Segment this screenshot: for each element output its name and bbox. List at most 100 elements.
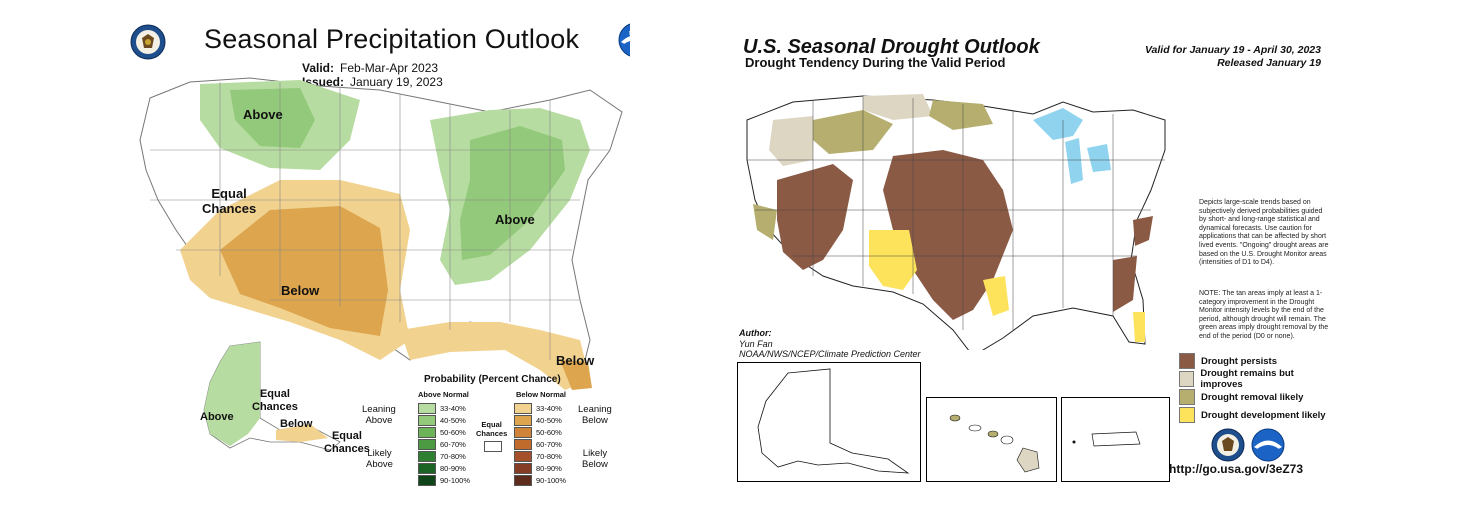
above-bin-4: 70-80%: [418, 450, 470, 462]
author-org: NOAA/NWS/NCEP/Climate Prediction Center: [739, 349, 921, 359]
drought-legend-item-3: Drought development likely: [1179, 406, 1333, 424]
below-florida-core: [560, 360, 592, 390]
below-label-0: 33-40%: [536, 403, 562, 413]
above-bin-2: 50-60%: [418, 426, 470, 438]
drought-legend-item-1: Drought remains but improves: [1179, 368, 1333, 390]
likely-below-l1: Likely: [582, 448, 608, 459]
drought-valid-block: Valid for January 19 - April 30, 2023 Re…: [1145, 44, 1321, 70]
legend-equal-swatch: [483, 441, 502, 452]
persists-west: [777, 164, 853, 270]
removal-north: [929, 100, 993, 130]
precip-alaska-map: [203, 341, 341, 451]
drought-hawaii-inset: [926, 397, 1057, 482]
improves-north: [863, 94, 933, 120]
great-lakes-huron: [1087, 144, 1111, 172]
legend-likely-above: Likely Above: [366, 448, 393, 470]
above-swatch-2: [418, 426, 436, 438]
below-gulf-region: [400, 322, 590, 390]
label-equal-chances-west: Equal Chances: [202, 186, 256, 216]
above-bin-0: 33-40%: [418, 402, 470, 414]
above-label-3: 60-70%: [440, 439, 466, 449]
hawaii-map-shape: [949, 414, 1040, 473]
above-label-4: 70-80%: [440, 451, 466, 461]
likely-above-l2: Above: [366, 459, 393, 470]
svg-text:NOAA: NOAA: [629, 31, 630, 37]
below-label-4: 70-80%: [536, 451, 562, 461]
label-below-sw: Below: [281, 283, 320, 298]
development-fl: [1133, 312, 1145, 342]
drought-legend-swatch-1: [1179, 371, 1195, 387]
noaa-logo-icon: [1251, 428, 1285, 462]
drought-legend-label-2: Drought removal likely: [1201, 391, 1304, 403]
below-swatch-5: [514, 462, 532, 474]
dept-commerce-seal-icon: [130, 24, 166, 60]
drought-legend-item-2: Drought removal likely: [1179, 388, 1333, 406]
removal-ca: [753, 204, 777, 240]
below-swatch-4: [514, 450, 532, 462]
label-below-florida: Below: [556, 353, 595, 368]
label-equal-ak: Equal Chances: [252, 388, 298, 414]
above-swatch-1: [418, 414, 436, 426]
above-ak-region: [204, 342, 260, 446]
below-bin-3: 60-70%: [514, 438, 566, 450]
legend-likely-below: Likely Below: [582, 448, 608, 470]
drought-legend-label-3: Drought development likely: [1201, 409, 1326, 421]
drought-outlook-panel: U.S. Seasonal Drought Outlook Drought Te…: [733, 0, 1333, 518]
alaska-map-shape: [757, 368, 910, 474]
label-above-north: Above: [243, 107, 283, 122]
below-bin-4: 70-80%: [514, 450, 566, 462]
legend-leaning-above: Leaning Above: [362, 404, 396, 426]
author-name: Yun Fan: [739, 338, 773, 349]
development-la: [983, 276, 1009, 316]
above-swatch-5: [418, 462, 436, 474]
dept-commerce-seal-icon: [1211, 428, 1245, 462]
above-east-core: [460, 126, 565, 260]
leaning-above-l1: Leaning: [362, 404, 396, 415]
drought-url[interactable]: http://go.usa.gov/3eZ73: [1169, 462, 1304, 476]
precipitation-outlook-panel: Seasonal Precipitation Outlook NOAA Vali…: [110, 0, 630, 518]
below-label-3: 60-70%: [536, 439, 562, 449]
drought-legend: Drought persists Drought remains but impr…: [1179, 352, 1333, 424]
drought-legend-swatch-3: [1179, 407, 1195, 423]
precip-legend: Probability (Percent Chance) Above Norma…: [362, 374, 620, 494]
removal-nw: [813, 110, 893, 154]
above-north-core: [230, 88, 315, 148]
above-label-5: 80-90%: [440, 463, 466, 473]
below-label-5: 80-90%: [536, 463, 562, 473]
valid-label: Valid:: [302, 61, 335, 75]
above-label-1: 40-50%: [440, 415, 466, 425]
below-bin-6: 90-100%: [514, 474, 566, 486]
above-swatch-4: [418, 450, 436, 462]
author-label: Author:: [739, 328, 772, 338]
legend-above-header: Above Normal: [418, 390, 469, 399]
valid-value: Feb-Mar-Apr 2023: [340, 61, 439, 75]
label-above-ak: Above: [200, 411, 234, 423]
below-swatch-3: [514, 438, 532, 450]
legend-above-bins: 33-40% 40-50% 50-60% 60-70% 70-80% 80-90% 90-1…: [418, 402, 470, 486]
precip-conus-map: [139, 77, 623, 390]
likely-below-l2: Below: [582, 459, 608, 470]
persists-nc: [1133, 216, 1153, 246]
precip-title: Seasonal Precipitation Outlook: [204, 24, 580, 54]
puerto-rico-map-shape: [1072, 431, 1141, 447]
below-swatch-0: [514, 402, 532, 414]
above-swatch-6: [418, 474, 436, 486]
above-bin-3: 60-70%: [418, 438, 470, 450]
above-label-0: 33-40%: [440, 403, 466, 413]
drought-legend-swatch-0: [1179, 353, 1195, 369]
noaa-logo-icon: NOAA: [618, 23, 630, 57]
drought-released-line: Released January 19: [1217, 57, 1321, 69]
legend-equal-l2: Chances: [476, 429, 508, 438]
below-bin-5: 80-90%: [514, 462, 566, 474]
drought-note-2: NOTE: The tan areas imply at least a 1-c…: [1199, 290, 1329, 340]
great-lakes-michigan: [1065, 138, 1083, 184]
drought-valid-line: Valid for January 19 - April 30, 2023: [1144, 44, 1321, 56]
drought-state-borders: [747, 96, 1165, 330]
persists-plains: [883, 150, 1013, 320]
below-bin-1: 40-50%: [514, 414, 566, 426]
label-equal-line1: Equal: [211, 186, 247, 201]
drought-puerto-rico-inset: [1061, 397, 1170, 482]
issued-value: January 19, 2023: [350, 75, 443, 89]
drought-legend-item-0: Drought persists: [1179, 352, 1333, 370]
below-label-2: 50-60%: [536, 427, 562, 437]
